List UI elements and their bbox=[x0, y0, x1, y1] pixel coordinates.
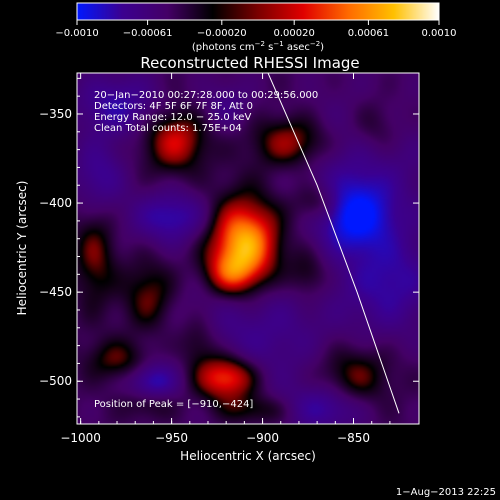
annotation-line: Clean Total counts: 1.75E+04 bbox=[94, 123, 242, 134]
heatmap-image bbox=[77, 73, 419, 424]
peak-position-label: Position of Peak = [−910,−424] bbox=[94, 399, 253, 410]
annotation-line: Energy Range: 12.0 − 25.0 keV bbox=[94, 112, 251, 123]
observation-annotation: 20−Jan−2010 00:27:28.000 to 00:29:56.000… bbox=[94, 90, 318, 134]
x-tick-label: −900 bbox=[246, 431, 279, 445]
x-tick-label: −950 bbox=[155, 431, 188, 445]
annotation-line: 20−Jan−2010 00:27:28.000 to 00:29:56.000 bbox=[94, 90, 318, 101]
y-tick-label: −350 bbox=[39, 107, 72, 121]
colorbar-tick-label: 0.0010 bbox=[422, 28, 457, 39]
x-tick-label: −850 bbox=[337, 431, 370, 445]
colorbar-tick-label: 0.00061 bbox=[348, 28, 389, 39]
solar-limb-line bbox=[267, 73, 400, 414]
footer-timestamp: 1−Aug−2013 22:25 bbox=[396, 487, 496, 498]
x-axis-label: Heliocentric X (arcsec) bbox=[180, 449, 316, 463]
annotation-line: Detectors: 4F 5F 6F 7F 8F, Att 0 bbox=[94, 101, 253, 112]
y-tick-label: −500 bbox=[39, 374, 72, 388]
y-axis-label: Heliocentric Y (arcsec) bbox=[15, 181, 29, 316]
colorbar-tick-label: −0.00061 bbox=[123, 28, 173, 39]
chart-title: Reconstructed RHESSI Image bbox=[140, 54, 359, 72]
x-tick-label: −1000 bbox=[60, 431, 101, 445]
plot-frame bbox=[76, 72, 420, 425]
colorbar-tick-label: −0.00020 bbox=[197, 28, 247, 39]
y-axis-ticks: −350 −400 −450 −500 bbox=[39, 77, 419, 418]
colorbar bbox=[76, 2, 440, 21]
y-tick-label: −400 bbox=[39, 196, 72, 210]
colorbar-unit: (photons cm−2 s−1 asec−2) bbox=[192, 40, 324, 53]
x-axis-ticks: −1000 −950 −900 −850 bbox=[60, 73, 391, 445]
colorbar-tick-label: −0.0010 bbox=[55, 28, 98, 39]
colorbar-tick-label: 0.00020 bbox=[274, 28, 315, 39]
colorbar-ticks bbox=[76, 20, 440, 25]
y-tick-label: −450 bbox=[39, 285, 72, 299]
colorbar-tick-labels: −0.0010 −0.00061 −0.00020 0.00020 0.00061 0.0… bbox=[55, 28, 456, 39]
